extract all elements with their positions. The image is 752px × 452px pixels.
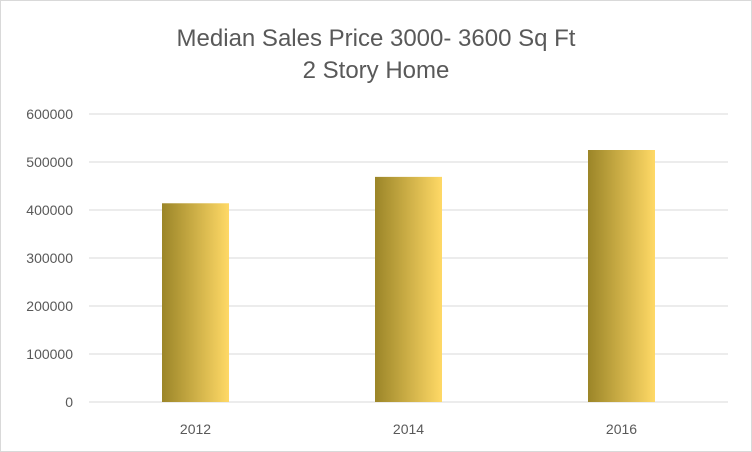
bar-2014	[375, 176, 442, 402]
x-tick-label: 2016	[606, 421, 637, 437]
bar-2016	[588, 150, 655, 402]
y-tick-label: 200000	[26, 298, 73, 314]
chart-title-line-1: Median Sales Price 3000- 3600 Sq Ft	[176, 25, 576, 52]
y-tick-label: 300000	[26, 250, 73, 266]
y-tick-label: 0	[65, 394, 73, 410]
y-tick-label: 400000	[26, 202, 73, 218]
chart-title-line-2: 2 Story Home	[302, 57, 450, 84]
y-tick-label: 500000	[26, 154, 73, 170]
x-tick-label: 2014	[393, 421, 424, 437]
chart-title: Median Sales Price 3000- 3600 Sq Ft 2 St…	[1, 23, 751, 87]
x-tick-label: 2012	[180, 421, 211, 437]
y-tick-label: 100000	[26, 346, 73, 362]
y-tick-label: 600000	[26, 106, 73, 122]
bar-2012	[162, 203, 229, 402]
